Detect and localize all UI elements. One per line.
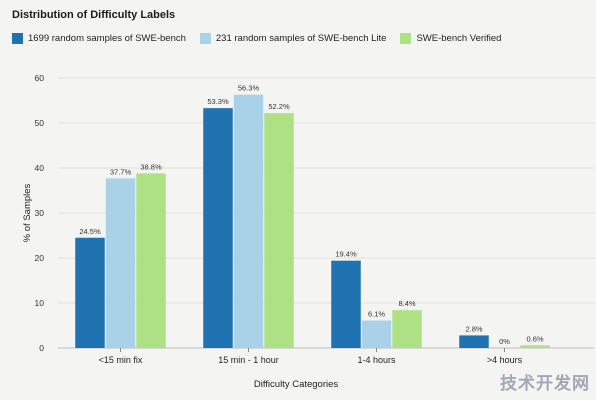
y-axis-title: % of Samples [22,183,33,242]
bar [331,260,361,348]
x-axis-title: Difficulty Categories [254,379,339,390]
legend-label-swe-bench-verified: SWE-bench Verified [416,33,502,44]
y-tick-label: 50 [35,118,45,128]
x-tick-label: 1-4 hours [357,355,396,365]
bar [361,320,392,348]
legend-item-swe-bench-lite: 231 random samples of SWE-bench Lite [199,33,387,44]
data-label: 8.4% [398,299,415,308]
y-tick-label: 30 [35,208,45,218]
legend: 1699 random samples of SWE-bench 231 ran… [12,33,501,44]
y-tick-label: 0 [39,343,44,353]
data-label: 38.8% [140,162,162,171]
legend-label-swe-bench-lite: 231 random samples of SWE-bench Lite [215,33,387,44]
x-tick-label: >4 hours [487,355,523,365]
data-label: 24.5% [79,227,101,236]
data-label: 56.3% [238,84,260,93]
data-label: 6.1% [368,310,385,319]
chart-title: Distribution of Difficulty Labels [12,9,176,21]
bar [520,345,550,348]
x-tick-label: 15 min - 1 hour [218,355,279,365]
bar [105,178,136,348]
bar [136,173,166,348]
data-label: 0% [499,337,510,346]
bar [459,335,489,348]
y-tick-label: 60 [35,73,45,83]
bar [392,310,422,348]
data-label: 52.2% [268,102,290,111]
bar [264,113,294,348]
legend-swatch-swe-bench-verified [400,33,412,44]
legend-item-swe-bench: 1699 random samples of SWE-bench [12,33,186,44]
data-label: 19.4% [335,250,357,259]
watermark-text: 技术开发网 [500,374,590,393]
y-tick-label: 40 [35,163,45,173]
y-tick-label: 20 [35,253,45,263]
bar [203,108,233,349]
data-label: 2.8% [465,324,482,333]
data-label: 0.6% [526,334,543,343]
legend-swatch-swe-bench [12,33,23,44]
x-tick-label: <15 min fix [99,355,143,365]
data-label: 53.3% [207,97,229,106]
data-label: 37.7% [110,167,132,176]
bar [75,237,105,348]
legend-swatch-swe-bench-lite [199,33,211,44]
bar [233,94,264,349]
y-tick-label: 10 [35,298,45,308]
legend-item-swe-bench-verified: SWE-bench Verified [400,33,501,44]
legend-label-swe-bench: 1699 random samples of SWE-bench [28,33,186,44]
